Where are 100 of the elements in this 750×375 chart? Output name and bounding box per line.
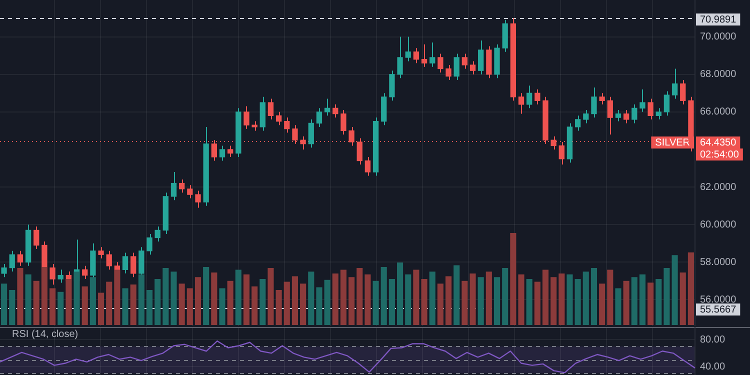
bar bbox=[211, 272, 218, 325]
bar bbox=[300, 284, 306, 325]
bar bbox=[130, 284, 136, 325]
bar bbox=[413, 270, 420, 325]
candlestick bbox=[623, 110, 630, 124]
bar bbox=[664, 268, 670, 325]
candlestick bbox=[364, 156, 371, 176]
bar bbox=[445, 276, 452, 325]
bar bbox=[615, 288, 622, 325]
bar bbox=[252, 286, 258, 325]
bar bbox=[186, 288, 193, 325]
candlestick bbox=[526, 85, 532, 109]
y-tick-label: 66.0000 bbox=[700, 106, 737, 118]
ref-line-label: 64.4350 bbox=[700, 137, 737, 148]
bar bbox=[50, 288, 56, 325]
candlestick bbox=[154, 226, 160, 242]
bar bbox=[437, 284, 444, 325]
candlestick bbox=[332, 104, 338, 118]
bar bbox=[380, 267, 387, 325]
candlestick bbox=[397, 36, 403, 79]
candlestick bbox=[462, 53, 468, 70]
bar bbox=[550, 277, 557, 325]
bar bbox=[340, 270, 346, 325]
bar bbox=[623, 280, 630, 325]
candlestick bbox=[276, 111, 282, 126]
candlestick bbox=[648, 98, 654, 120]
bar bbox=[405, 274, 412, 325]
candlestick bbox=[50, 264, 56, 286]
text: 02:54:00 bbox=[700, 149, 740, 160]
bar bbox=[162, 268, 169, 325]
candlestick bbox=[454, 53, 460, 80]
bar bbox=[268, 268, 274, 325]
bar bbox=[566, 274, 573, 325]
candlestick bbox=[615, 110, 622, 122]
bar bbox=[502, 268, 508, 325]
candlestick bbox=[591, 87, 597, 118]
candlestick bbox=[421, 44, 428, 68]
bar bbox=[680, 272, 686, 325]
candlestick bbox=[599, 92, 605, 105]
bar bbox=[17, 268, 24, 325]
y-tick-label: 80.00 bbox=[700, 334, 726, 346]
bar bbox=[397, 262, 404, 325]
candlestick bbox=[640, 88, 646, 112]
bar bbox=[122, 288, 128, 325]
candlestick bbox=[1, 264, 7, 278]
candlestick bbox=[98, 246, 104, 259]
candlestick bbox=[244, 106, 250, 130]
bar bbox=[106, 282, 112, 325]
candlestick bbox=[187, 184, 193, 199]
bar bbox=[203, 267, 210, 325]
bar bbox=[372, 280, 379, 325]
candlestick bbox=[583, 110, 589, 124]
candlestick bbox=[607, 96, 613, 135]
bar bbox=[1, 284, 8, 325]
candlestick bbox=[446, 64, 452, 80]
bar bbox=[364, 274, 371, 325]
bar bbox=[178, 284, 185, 325]
bar bbox=[146, 290, 153, 325]
candlestick bbox=[122, 252, 128, 274]
candlestick bbox=[316, 108, 322, 128]
bar bbox=[494, 277, 500, 325]
ref-line-label: 70.9891 bbox=[700, 14, 737, 26]
bar bbox=[534, 282, 540, 325]
y-tick-label: 70.0000 bbox=[700, 32, 737, 43]
y-tick-label: 40.00 bbox=[700, 361, 726, 372]
y-tick-label: 62.0000 bbox=[700, 182, 737, 193]
bar bbox=[478, 277, 484, 325]
candlestick bbox=[106, 250, 112, 270]
candlestick bbox=[130, 252, 136, 278]
candlestick bbox=[672, 68, 678, 100]
bar bbox=[219, 288, 226, 325]
bar bbox=[260, 279, 266, 325]
bar bbox=[599, 284, 606, 325]
candlestick bbox=[558, 141, 564, 166]
bar bbox=[98, 292, 104, 325]
bar bbox=[324, 280, 330, 325]
bar bbox=[194, 277, 202, 325]
bar bbox=[454, 265, 460, 325]
bar bbox=[388, 279, 395, 325]
candlestick bbox=[300, 136, 306, 150]
candlestick bbox=[632, 104, 638, 124]
bar bbox=[292, 276, 298, 325]
bar bbox=[672, 255, 678, 325]
candlestick bbox=[680, 80, 686, 105]
candlestick bbox=[478, 40, 484, 75]
candlestick bbox=[389, 70, 395, 102]
candlestick bbox=[656, 108, 662, 120]
bar bbox=[639, 274, 646, 325]
y-tick-label: 68.0000 bbox=[700, 69, 737, 80]
candlestick bbox=[146, 233, 152, 256]
candlestick bbox=[195, 190, 201, 208]
bar bbox=[58, 292, 64, 325]
candlestick bbox=[58, 269, 64, 284]
bar bbox=[648, 282, 654, 325]
bar bbox=[462, 280, 468, 325]
candlestick bbox=[9, 250, 15, 272]
bar bbox=[170, 272, 177, 325]
chart-title: RSI (14, close) bbox=[12, 328, 78, 340]
bar bbox=[574, 279, 581, 325]
bar bbox=[154, 279, 161, 325]
